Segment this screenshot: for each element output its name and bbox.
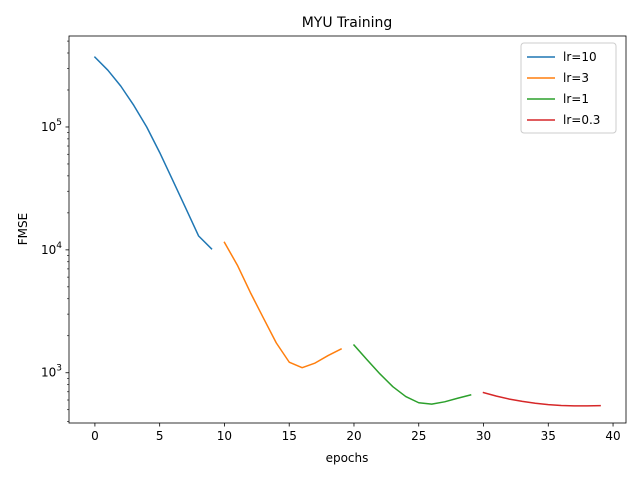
x-tick-label-3: 15 (282, 429, 297, 443)
x-axis-ticks: 0 5 10 15 20 25 30 35 40 (91, 423, 621, 443)
legend-frame (520, 42, 617, 134)
y-tick-label-1: 104 (41, 241, 62, 257)
series-line-1 (223, 241, 343, 369)
series-layer (93, 56, 601, 407)
y-axis-ticks: 103 104 105 (41, 40, 69, 422)
series-line-2 (352, 344, 472, 405)
x-tick-label-2: 10 (217, 429, 232, 443)
legend-label-1: lr=3 (563, 71, 589, 85)
x-tick-label-6: 30 (476, 429, 491, 443)
legend-label-2: lr=1 (563, 92, 589, 106)
x-tick-label-7: 35 (541, 429, 556, 443)
x-axis-label: epochs (326, 451, 369, 465)
y-axis-label: FMSE (16, 213, 30, 245)
series-line-3 (482, 391, 601, 407)
plot-frame (68, 35, 627, 424)
x-tick-label-4: 20 (346, 429, 361, 443)
series-line-0 (93, 56, 213, 250)
legend-label-0: lr=10 (563, 50, 597, 64)
y-tick-label-0: 103 (41, 364, 62, 380)
legend-label-3: lr=0.3 (563, 113, 600, 127)
x-tick-label-5: 25 (411, 429, 426, 443)
x-tick-label-0: 0 (91, 429, 99, 443)
x-tick-label-1: 5 (156, 429, 164, 443)
x-tick-label-8: 40 (605, 429, 620, 443)
chart-title: MYU Training (302, 15, 393, 31)
legend: lr=10 lr=3 lr=1 lr=0.3 (520, 42, 617, 134)
y-tick-label-2: 105 (41, 118, 62, 134)
